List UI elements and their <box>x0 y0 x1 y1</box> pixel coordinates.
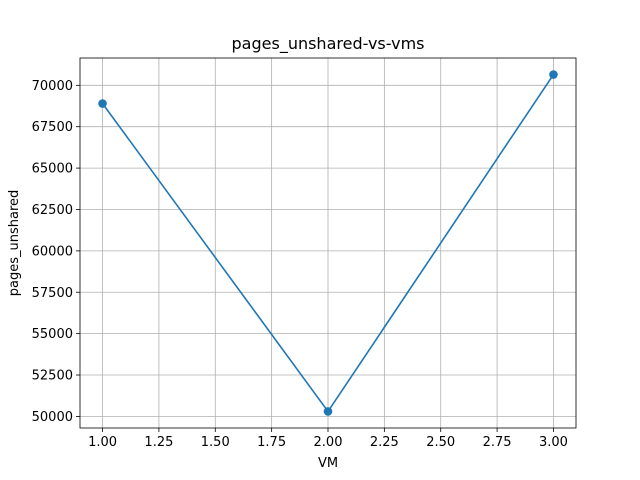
y-tick-label: 60000 <box>32 244 73 259</box>
y-tick-label: 70000 <box>32 79 73 94</box>
chart-title: pages_unshared-vs-vms <box>232 34 425 54</box>
x-tick-label: 2.50 <box>426 435 455 450</box>
data-point <box>323 407 333 416</box>
x-tick-label: 1.50 <box>201 435 230 450</box>
x-tick-label: 1.00 <box>88 435 117 450</box>
x-tick-label: 1.25 <box>144 435 173 450</box>
y-tick-label: 62500 <box>32 203 73 218</box>
y-tick-label: 65000 <box>32 162 73 177</box>
x-tick-label: 2.25 <box>370 435 399 450</box>
series-layer <box>98 70 558 416</box>
x-axis-ticks: 1.00 1.25 1.50 1.75 2.00 2.25 2.50 2.75 3.00 <box>88 428 568 450</box>
grid <box>80 58 576 428</box>
x-tick-label: 3.00 <box>539 435 568 450</box>
y-tick-label: 52500 <box>32 369 73 384</box>
y-tick-label: 50000 <box>32 410 73 425</box>
y-tick-label: 57500 <box>32 286 73 301</box>
y-axis-ticks: 50000 52500 55000 57500 60000 62500 65000 67500… <box>32 79 80 425</box>
data-point <box>549 70 558 79</box>
x-tick-label: 2.00 <box>314 435 343 450</box>
y-tick-label: 55000 <box>32 327 73 342</box>
x-axis-label: VM <box>318 456 338 471</box>
y-axis-label: pages_unshared <box>7 190 22 297</box>
x-tick-label: 1.75 <box>257 435 286 450</box>
x-tick-label: 2.75 <box>483 435 512 450</box>
y-tick-label: 67500 <box>32 120 73 135</box>
data-point <box>98 99 107 108</box>
